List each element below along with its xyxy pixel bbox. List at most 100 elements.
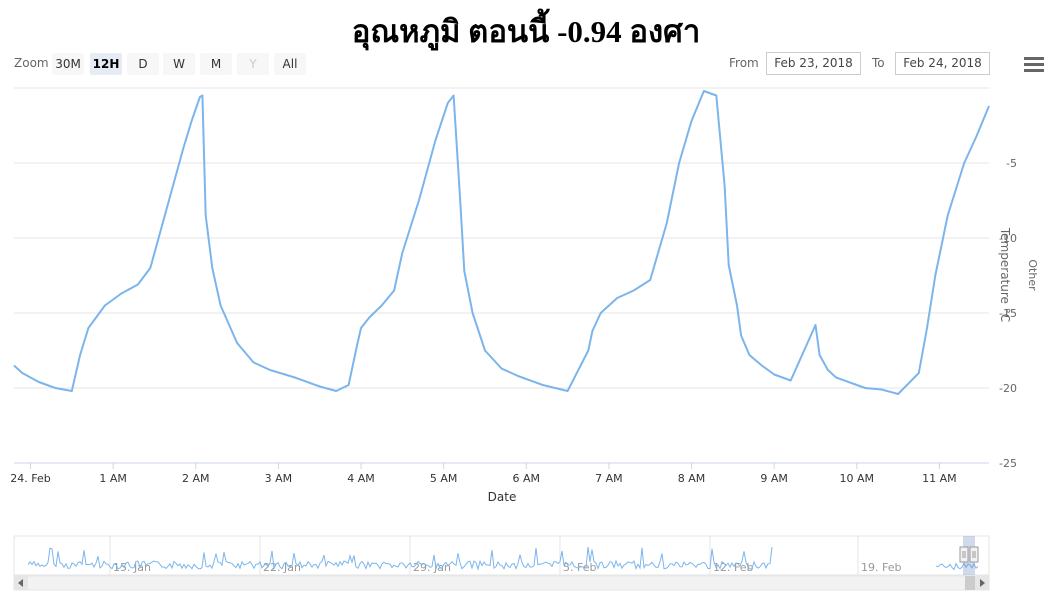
data-point bbox=[104, 305, 106, 307]
grid-lines bbox=[14, 87, 989, 464]
zoom-y-button[interactable]: Y bbox=[237, 53, 269, 75]
data-point bbox=[819, 354, 821, 356]
data-point bbox=[253, 362, 255, 364]
data-point bbox=[852, 383, 854, 385]
data-point bbox=[748, 354, 750, 356]
navigator-selected-range[interactable] bbox=[963, 536, 975, 575]
data-point bbox=[616, 297, 618, 299]
data-point bbox=[38, 381, 40, 383]
data-point bbox=[170, 192, 172, 194]
data-point bbox=[459, 200, 461, 202]
data-point bbox=[71, 390, 73, 392]
y-tick-label: -10 bbox=[999, 232, 1017, 245]
series-points bbox=[13, 90, 990, 395]
scrollbar-track[interactable] bbox=[13, 575, 990, 591]
zoom-30m-button[interactable]: 30M bbox=[52, 53, 84, 75]
x-tick-label: 4 AM bbox=[347, 472, 375, 485]
from-date-input[interactable]: Feb 23, 2018 bbox=[766, 52, 861, 75]
data-point bbox=[319, 386, 321, 388]
zoom-all-button[interactable]: All bbox=[274, 53, 306, 75]
to-label: To bbox=[872, 56, 885, 70]
data-point bbox=[715, 95, 717, 97]
data-point bbox=[54, 387, 56, 389]
arrow-left-icon[interactable] bbox=[14, 576, 28, 590]
main-chart: -5 -10 -15 -20 -25 24. Feb 1 AM 2 AM 3 AM 4 AM 5 … bbox=[10, 87, 1039, 504]
data-point bbox=[649, 279, 651, 281]
data-point bbox=[567, 390, 569, 392]
series-line bbox=[13, 90, 990, 395]
y-tick-label: -5 bbox=[1006, 157, 1017, 170]
zoom-d-button[interactable]: D bbox=[127, 53, 159, 75]
data-point bbox=[453, 95, 455, 97]
hamburger-menu-icon[interactable] bbox=[1024, 57, 1044, 73]
data-point bbox=[827, 369, 829, 371]
data-point bbox=[918, 372, 920, 374]
navigator-date-label: 19. Feb bbox=[861, 561, 901, 574]
x-tick-label: 8 AM bbox=[678, 472, 706, 485]
data-point bbox=[728, 264, 730, 266]
data-point bbox=[348, 384, 350, 386]
data-point bbox=[87, 327, 89, 329]
data-point bbox=[199, 96, 201, 98]
data-point bbox=[988, 105, 990, 107]
navigator-date-label: 5. Feb bbox=[563, 561, 596, 574]
scrollbar-thumb[interactable] bbox=[965, 576, 976, 590]
data-point bbox=[864, 387, 866, 389]
data-point bbox=[201, 95, 203, 97]
y-axis-label: Temperature °C bbox=[998, 227, 1012, 322]
data-point bbox=[740, 335, 742, 337]
navigator-date-label: 12. Feb bbox=[713, 561, 753, 574]
data-point bbox=[120, 293, 122, 295]
data-point bbox=[360, 327, 362, 329]
data-point bbox=[897, 393, 899, 395]
data-point bbox=[814, 324, 816, 326]
data-point bbox=[587, 350, 589, 352]
data-point bbox=[220, 305, 222, 307]
data-point bbox=[137, 284, 139, 286]
x-tick-label: 6 AM bbox=[513, 472, 541, 485]
data-point bbox=[236, 342, 238, 344]
data-point bbox=[835, 377, 837, 379]
data-point bbox=[21, 372, 23, 374]
navigator-handle-icon[interactable] bbox=[959, 546, 979, 563]
data-point bbox=[463, 270, 465, 272]
data-point bbox=[934, 275, 936, 277]
data-point bbox=[678, 162, 680, 164]
x-tick-label: 1 AM bbox=[99, 472, 127, 485]
to-date-input[interactable]: Feb 24, 2018 bbox=[895, 52, 990, 75]
navigator-background bbox=[13, 535, 990, 576]
x-tick-label: 10 AM bbox=[840, 472, 875, 485]
data-point bbox=[926, 327, 928, 329]
y-tick-label: -15 bbox=[999, 307, 1017, 320]
data-point bbox=[13, 365, 15, 367]
data-point bbox=[182, 147, 184, 149]
data-point bbox=[666, 222, 668, 224]
data-point bbox=[149, 267, 151, 269]
y-axis-ticks: -5 -10 -15 -20 -25 bbox=[999, 157, 1017, 470]
series-group bbox=[13, 90, 990, 395]
data-point bbox=[761, 365, 763, 367]
navigator[interactable]: 15. Jan 22. Jan 29. Jan 5. Feb 12. Feb 19. Fe… bbox=[0, 533, 1052, 593]
data-point bbox=[517, 375, 519, 377]
data-point bbox=[963, 162, 965, 164]
zoom-m-button[interactable]: M bbox=[200, 53, 232, 75]
arrow-right-icon[interactable] bbox=[975, 576, 989, 590]
zoom-w-button[interactable]: W bbox=[163, 53, 195, 75]
x-tick-label: 24. Feb bbox=[10, 472, 50, 485]
data-point bbox=[368, 317, 370, 319]
data-point bbox=[947, 215, 949, 217]
x-axis-ticks: 24. Feb 1 AM 2 AM 3 AM 4 AM 5 AM 6 AM 7 AM 8 AM 9… bbox=[10, 463, 957, 485]
x-tick-label: 7 AM bbox=[595, 472, 623, 485]
zoom-12h-button[interactable]: 12H bbox=[90, 53, 122, 75]
chart-title: อุณหภูมิ ตอนนี้ -0.94 องศา bbox=[351, 14, 701, 49]
data-point bbox=[790, 380, 792, 382]
data-point bbox=[736, 305, 738, 307]
data-point bbox=[205, 215, 207, 217]
navigator-series-line bbox=[27, 547, 979, 571]
data-point bbox=[79, 354, 81, 356]
x-axis-label: Date bbox=[488, 490, 517, 504]
data-point bbox=[691, 120, 693, 122]
data-point bbox=[633, 290, 635, 292]
data-point bbox=[600, 312, 602, 314]
x-tick-label: 3 AM bbox=[265, 472, 293, 485]
